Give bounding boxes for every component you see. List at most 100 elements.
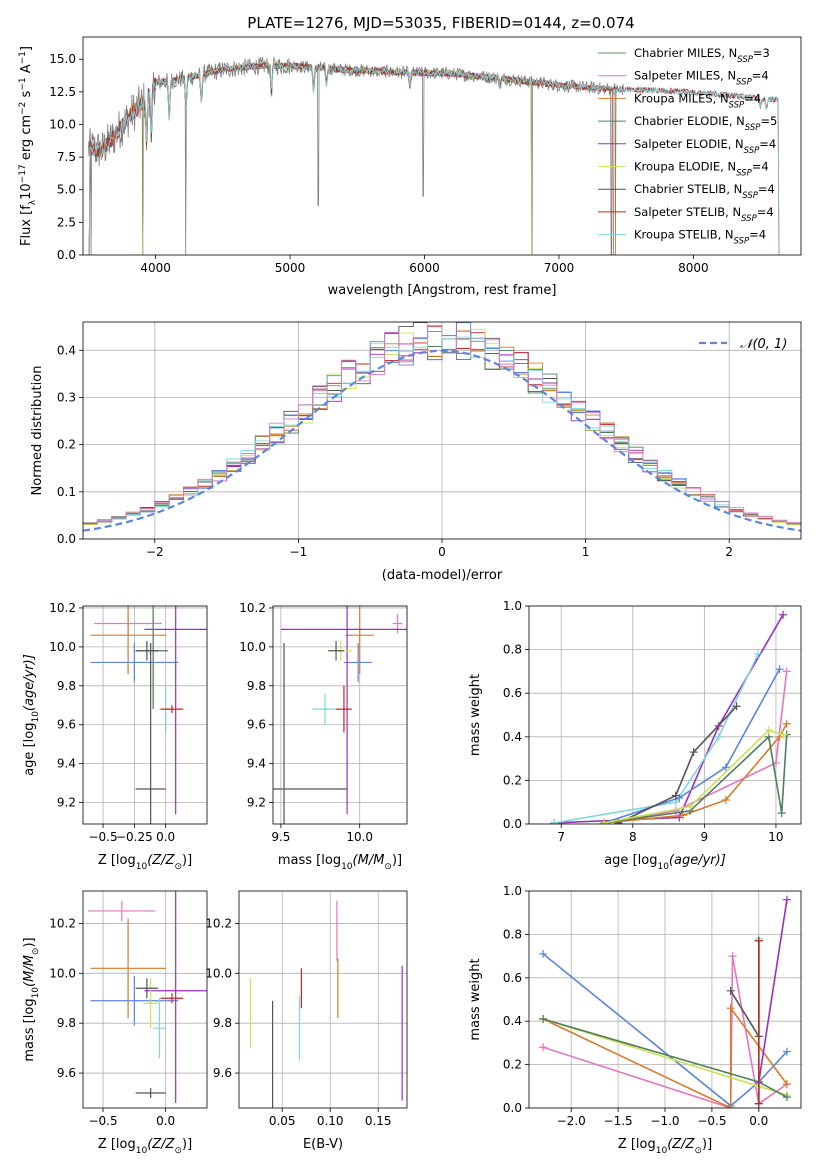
y-tick-label: 9.6 bbox=[57, 1066, 76, 1080]
axes-frame bbox=[82, 321, 802, 540]
weight-marker bbox=[782, 1093, 791, 1102]
label-part: =4 bbox=[752, 69, 769, 83]
label-part: −2 bbox=[18, 102, 28, 115]
x-tick-label: 9 bbox=[701, 830, 709, 844]
gaussian-curve bbox=[83, 349, 801, 532]
y-tick-label: 5.0 bbox=[57, 183, 76, 197]
errorbar-point-1 bbox=[90, 918, 166, 1019]
y-tick-label: 9.8 bbox=[247, 679, 266, 693]
label-part: −1 bbox=[18, 51, 28, 64]
label-part: Chabrier ELODIE, N bbox=[634, 114, 745, 128]
plot-area bbox=[529, 891, 801, 1108]
errorbar-point-0 bbox=[392, 613, 403, 634]
weight-marker bbox=[550, 818, 559, 824]
errorbar-point-8 bbox=[273, 642, 348, 824]
legend-label: 𝒩(0, 1) bbox=[740, 337, 787, 352]
weight-marker bbox=[782, 895, 791, 904]
weight-marker bbox=[728, 952, 737, 961]
y-tick-label: 9.8 bbox=[57, 679, 76, 693]
label-part: Flux [f bbox=[19, 205, 34, 246]
x-tick-label: 0.0 bbox=[749, 1114, 768, 1128]
x-tick-label: 1 bbox=[582, 545, 590, 559]
histogram-step-8 bbox=[83, 325, 801, 539]
label-part: Kroupa ELODIE, N bbox=[634, 160, 736, 174]
y-tick-label: 2.5 bbox=[57, 215, 76, 229]
label-part: ⊙ bbox=[31, 948, 41, 956]
y-tick-label: 12.5 bbox=[49, 85, 76, 99]
y-tick-label: 0.4 bbox=[503, 1014, 522, 1028]
x-tick-label: −0.5 bbox=[697, 1114, 726, 1128]
weight-series-3 bbox=[618, 705, 738, 824]
errorbar-point-2 bbox=[343, 642, 373, 682]
label-part: SSP bbox=[729, 100, 745, 110]
y-tick-label: 10.0 bbox=[49, 966, 76, 980]
weight-marker bbox=[732, 702, 741, 711]
weight-marker bbox=[721, 763, 730, 772]
errorbar-point-6 bbox=[312, 693, 338, 725]
weight-marker bbox=[779, 610, 788, 619]
label-part: 10 bbox=[341, 862, 353, 872]
figure-title: PLATE=1276, MJD=53035, FIBERID=0144, z=0… bbox=[247, 14, 634, 32]
weight-marker bbox=[779, 730, 788, 739]
legend-label: Kroupa MILES, NSSP=4 bbox=[634, 91, 761, 110]
model-spectrum-8 bbox=[88, 61, 780, 255]
y-tick-label: 10.0 bbox=[239, 640, 266, 654]
y-tick-label: 9.2 bbox=[247, 796, 266, 810]
x-tick-label: 0.15 bbox=[365, 1114, 392, 1128]
axes-age_vs_Z: −0.5−0.25 0.09.29.49.69.810.010.2Z [log10… bbox=[22, 601, 208, 872]
x-tick-label: 4000 bbox=[140, 261, 171, 275]
y-tick-label: 10.2 bbox=[239, 601, 266, 615]
y-axis-label: Normed distribution bbox=[30, 366, 45, 496]
tick-group: −2 −1 0 1 2 0.0 0.1 0.2 0.3 0.4 bbox=[57, 343, 733, 559]
legend-label: Chabrier ELODIE, NSSP=5 bbox=[634, 114, 777, 133]
label-part: =5 bbox=[760, 114, 777, 128]
axes-frame bbox=[528, 890, 802, 1109]
plot-area bbox=[83, 891, 207, 1108]
weight-series-0 bbox=[542, 953, 788, 1107]
errorbar-point-2 bbox=[90, 975, 179, 1026]
label-part: =3 bbox=[753, 46, 770, 60]
residual-legend: 𝒩(0, 1) bbox=[699, 337, 787, 352]
x-axis-label: Z [log10(Z/Z⊙)] bbox=[98, 853, 192, 872]
y-tick-label: 0.6 bbox=[503, 686, 522, 700]
x-tick-label: 0.0 bbox=[156, 830, 175, 844]
weight-marker bbox=[686, 802, 695, 811]
label-part: 10 bbox=[31, 711, 41, 723]
errorbar-point-3 bbox=[280, 606, 407, 815]
axes-frame bbox=[82, 890, 208, 1109]
label-part: (Z/Z bbox=[667, 1137, 695, 1152]
x-axis-label: wavelength [Angstrom, rest frame] bbox=[328, 283, 557, 298]
weight-series-0 bbox=[554, 614, 784, 824]
label-part: E(B-V) bbox=[303, 1137, 343, 1152]
weight-marker bbox=[782, 719, 791, 728]
label-part: 10 bbox=[657, 862, 669, 872]
legend-label: Salpeter ELODIE, NSSP=4 bbox=[634, 137, 776, 156]
label-part: =4 bbox=[757, 205, 774, 219]
axes-spectrum: 4000 5000 6000 7000 8000 0.0 2.5 5.0 7.5 10.0 12.5… bbox=[18, 36, 802, 298]
label-part: Salpeter MILES, N bbox=[634, 69, 736, 83]
data-spectrum bbox=[88, 56, 624, 255]
weight-marker bbox=[714, 732, 723, 741]
y-tick-label: 0.0 bbox=[57, 532, 76, 546]
weight-series-7 bbox=[604, 729, 784, 824]
legend-label: Kroupa STELIB, NSSP=4 bbox=[634, 228, 766, 247]
errorbar-point-8 bbox=[135, 1088, 166, 1099]
y-tick-label: 9.6 bbox=[57, 718, 76, 732]
x-tick-label: 8 bbox=[629, 830, 637, 844]
y-tick-label: 7.5 bbox=[57, 150, 76, 164]
label-part: SSP bbox=[736, 169, 752, 179]
axes-frame bbox=[82, 605, 208, 825]
label-part: s bbox=[19, 90, 34, 101]
label-part: ] bbox=[19, 46, 34, 51]
label-part: Z [log bbox=[98, 1137, 136, 1152]
y-tick-label: 0.0 bbox=[503, 817, 522, 831]
label-part: ⊙ bbox=[174, 862, 182, 872]
label-part: (Z/Z bbox=[147, 1137, 175, 1152]
weight-marker bbox=[600, 818, 609, 824]
weight-marker bbox=[782, 1080, 791, 1089]
label-part: age [log bbox=[604, 853, 657, 868]
y-tick-label: 9.6 bbox=[213, 1066, 232, 1080]
y-tick-label: 0.6 bbox=[503, 971, 522, 985]
y-tick-label: 9.2 bbox=[57, 796, 76, 810]
